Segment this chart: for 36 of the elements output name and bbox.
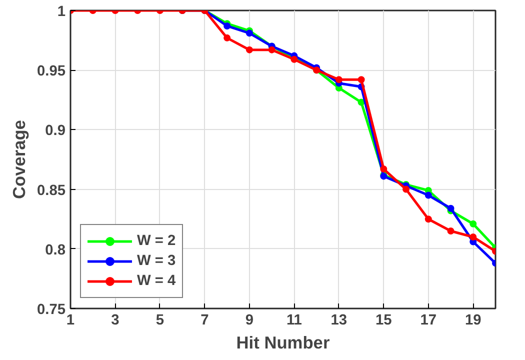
y-tick-label: 0.8: [45, 242, 66, 258]
x-tick-label: 19: [464, 312, 482, 328]
x-tick-label: 17: [420, 312, 437, 328]
y-axis-title: Coverage: [8, 120, 29, 199]
point: [424, 192, 432, 199]
point: [268, 46, 276, 54]
x-tick-label: 11: [286, 312, 302, 328]
x-tick-label: 9: [245, 312, 254, 328]
y-tick-label: 0.95: [36, 64, 66, 80]
point: [380, 166, 388, 173]
x-tick-label: 15: [376, 312, 392, 328]
point: [335, 76, 342, 84]
y-tick-label: 0.9: [45, 123, 66, 140]
point: [358, 76, 365, 84]
y-tick-label: 0.85: [36, 182, 66, 199]
x-tick-label: 7: [200, 312, 209, 328]
y-tick-label: 1: [57, 4, 66, 20]
legend-label: W = 4: [137, 273, 176, 289]
point: [246, 46, 253, 54]
x-tick-label: 5: [156, 312, 164, 328]
point: [447, 204, 454, 212]
x-axis-title: Hit Number: [236, 332, 330, 352]
point: [470, 220, 477, 228]
point: [224, 22, 231, 30]
legend-label: W = 2: [137, 233, 176, 249]
point: [424, 216, 432, 223]
point: [246, 30, 253, 37]
x-tick-label: 13: [330, 312, 348, 328]
x-tick-label: 3: [111, 312, 120, 328]
y-tick-label: 0.75: [36, 302, 66, 318]
legend-label: W = 3: [137, 253, 176, 269]
point: [402, 186, 410, 193]
point: [447, 228, 454, 235]
point: [470, 233, 477, 240]
point: [224, 34, 231, 42]
point: [358, 98, 365, 106]
